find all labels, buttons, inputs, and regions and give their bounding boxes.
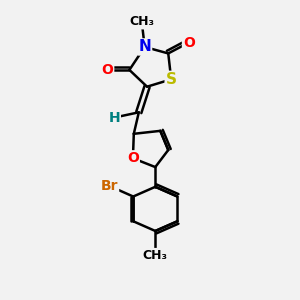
- Text: H: H: [108, 111, 120, 124]
- Text: S: S: [166, 72, 177, 87]
- Text: O: O: [101, 63, 113, 77]
- Text: N: N: [138, 39, 151, 54]
- Text: Br: Br: [100, 179, 118, 193]
- Text: O: O: [127, 151, 139, 165]
- Text: CH₃: CH₃: [143, 249, 168, 262]
- Text: O: O: [183, 35, 195, 50]
- Text: CH₃: CH₃: [129, 15, 154, 28]
